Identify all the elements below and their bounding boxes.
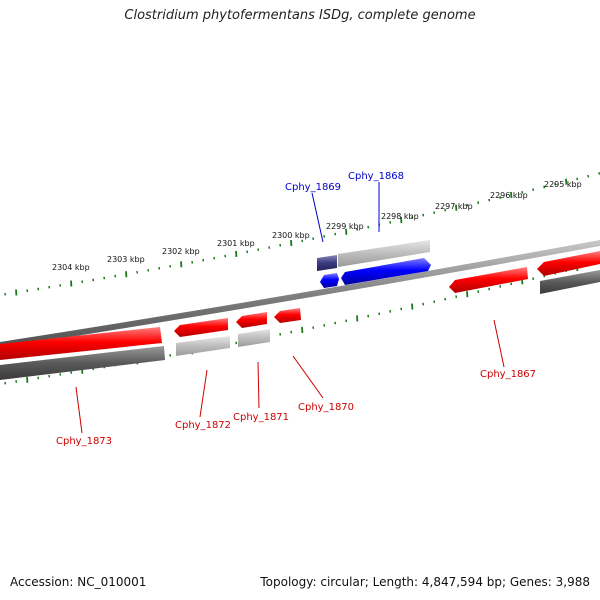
- ruler-label-2300: 2300 kbp: [272, 231, 310, 240]
- gene-label-1871[interactable]: Cphy_1871: [233, 412, 289, 423]
- gene-block-1872-gray[interactable]: [176, 336, 230, 356]
- gene-label-1870[interactable]: Cphy_1870: [298, 402, 354, 413]
- gene-block-upper-right-gray[interactable]: [540, 270, 600, 294]
- reverse-strand-genes: [317, 240, 600, 294]
- gene-labels: Cphy_1869 Cphy_1868 Cphy_1867 Cphy_1870 …: [56, 171, 536, 447]
- forward-strand-genes: [0, 308, 301, 380]
- gene-block-1871-gray[interactable]: [238, 329, 270, 347]
- gene-label-1868[interactable]: Cphy_1868: [348, 171, 404, 182]
- callout-lines: [75, 182, 505, 434]
- genome-backbone: [0, 240, 600, 348]
- ruler-label-2302: 2302 kbp: [162, 247, 200, 256]
- gene-label-1873[interactable]: Cphy_1873: [56, 436, 112, 447]
- gene-block-1871[interactable]: [236, 312, 267, 328]
- gene-block-1872[interactable]: [174, 318, 228, 337]
- ruler-label-2303: 2303 kbp: [107, 255, 145, 264]
- ruler-labels: 2304 kbp 2303 kbp 2302 kbp 2301 kbp 2300…: [52, 180, 582, 272]
- gene-block-1868-gray[interactable]: [338, 240, 430, 267]
- genome-summary-text: Topology: circular; Length: 4,847,594 bp…: [260, 575, 590, 589]
- gene-block-upper-right[interactable]: [537, 251, 600, 276]
- ruler-label-2298: 2298 kbp: [381, 212, 419, 221]
- ruler-label-2297: 2297 kbp: [435, 202, 473, 211]
- gene-block-1873-gray[interactable]: [0, 346, 165, 380]
- ruler-label-2295: 2295 kbp: [544, 180, 582, 189]
- gene-label-1872[interactable]: Cphy_1872: [175, 420, 231, 431]
- gene-block-1873[interactable]: [0, 327, 162, 360]
- ruler-label-2296: 2296 kbp: [490, 191, 528, 200]
- gene-block-1869-gray[interactable]: [317, 255, 337, 271]
- ruler-label-2301: 2301 kbp: [217, 239, 255, 248]
- ruler-label-2299: 2299 kbp: [326, 222, 364, 231]
- gene-block-1870[interactable]: [274, 308, 301, 323]
- gene-block-1867[interactable]: [449, 267, 528, 293]
- gene-label-1869[interactable]: Cphy_1869: [285, 182, 341, 193]
- gene-block-1869[interactable]: [320, 273, 339, 288]
- gene-label-1867[interactable]: Cphy_1867: [480, 369, 536, 380]
- map-title: Clostridium phytofermentans ISDg, comple…: [124, 8, 476, 23]
- gene-block-1868[interactable]: [341, 258, 431, 285]
- ruler-label-2304: 2304 kbp: [52, 263, 90, 272]
- ruler-ticks-upper: [4, 172, 600, 296]
- accession-text: Accession: NC_010001: [10, 575, 147, 589]
